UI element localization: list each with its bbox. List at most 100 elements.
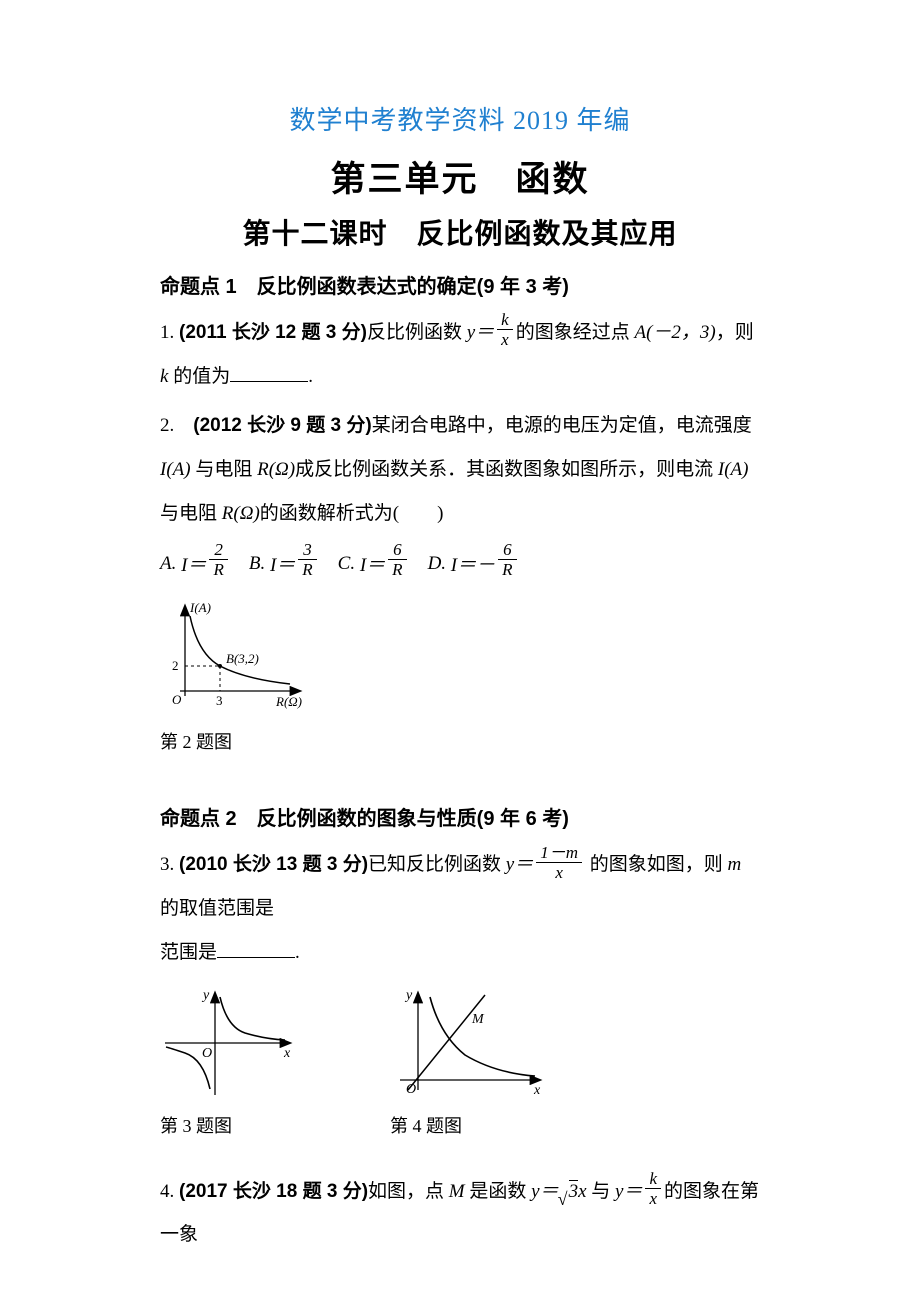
q2-RO: R(Ω) (257, 459, 295, 480)
q1-y-eq: y＝ (467, 322, 494, 343)
q4-M: M (471, 1012, 485, 1027)
option-A: A. I＝2R (160, 545, 231, 582)
q2-l1a: 某闭合电路中，电源的电压为定值，电流强度 (372, 415, 752, 436)
q2-number: 2. (160, 415, 193, 436)
q1-frac-den: x (497, 330, 513, 348)
q2-figure: I(A) R(Ω) B(3,2) 2 3 O 第 2 题图 (160, 596, 760, 754)
q2-graph: I(A) R(Ω) B(3,2) 2 3 O (160, 596, 310, 716)
q3-text-a: 已知反比例函数 (368, 854, 506, 875)
q3-source: (2010 长沙 13 题 3 分) (179, 854, 368, 875)
optB-den: R (298, 560, 316, 578)
optC-label: C (338, 553, 351, 575)
q3-figure: y x O 第 3 题图 (160, 985, 300, 1138)
q3-frac-den: x (536, 863, 582, 881)
figure-row-3-4: y x O 第 3 题图 M y x O 第 4 题图 (160, 985, 760, 1138)
q4-y-eq2: y＝ (615, 1181, 642, 1202)
question-1: 1. (2011 长沙 12 题 3 分)反比例函数 y＝kx的图象经过点 A(… (160, 311, 760, 398)
q2-l2b: 成反比例函数关系．其函数图象如图所示，则电流 (295, 459, 718, 480)
q3-caption: 第 3 题图 (160, 1112, 300, 1138)
q3-m: m (728, 854, 742, 875)
q1-text-d: 的值为 (168, 366, 230, 387)
option-D: D. I＝－6R (428, 545, 520, 582)
section-2-title: 命题点 2 反比例函数的图象与性质(9 年 6 考) (160, 802, 760, 831)
q2-l2a: 与电阻 (195, 459, 257, 480)
q3-y-eq: y＝ (506, 854, 533, 875)
optB-label: B (249, 553, 261, 575)
q1-source: (2011 长沙 12 题 3 分) (179, 322, 367, 343)
lesson-title: 第十二课时 反比例函数及其应用 (160, 212, 760, 252)
q4-graph: M y x O (390, 985, 550, 1100)
q4-xx: x (578, 1181, 586, 1202)
q2-xlabel: R(Ω) (275, 694, 302, 709)
q4-caption: 第 4 题图 (390, 1112, 550, 1138)
q3-blank (217, 939, 295, 958)
q2-IA: I(A) (160, 459, 191, 480)
q2-source: (2012 长沙 9 题 3 分) (193, 415, 371, 436)
q3-y: y (201, 988, 210, 1003)
option-C: C. I＝6R (338, 545, 410, 582)
compilation-header: 数学中考教学资料 2019 年编 (160, 100, 760, 137)
q4-source: (2017 长沙 18 题 3 分) (179, 1181, 368, 1202)
q3-text-c: 的取值范围是 (160, 898, 274, 919)
q1-text-b: 的图象经过点 (516, 322, 635, 343)
optB-num: 3 (298, 541, 316, 560)
q2-l3b: 的函数解析式为( ) (260, 503, 444, 524)
optC-den: R (388, 560, 406, 578)
q3-frac-num: 1－m (536, 844, 582, 863)
q3-x: x (283, 1046, 291, 1061)
q1-text-c: ，则 (716, 322, 754, 343)
q1-text-a: 反比例函数 (367, 322, 467, 343)
q2-origin: O (172, 692, 182, 707)
q4-and: 与 (587, 1181, 616, 1202)
q2-l2c: 与电阻 (160, 503, 217, 524)
q4-y-eq1: y＝ (531, 1181, 558, 1202)
optD-label: D (428, 553, 442, 575)
q2-xtick: 3 (216, 693, 223, 708)
unit-title: 第三单元 函数 (160, 151, 760, 202)
q1-blank (230, 363, 308, 382)
q3-number: 3. (160, 854, 179, 875)
q2-options: A. I＝2R B. I＝3R C. I＝6R D. I＝－6R (160, 545, 760, 582)
optA-label: A (160, 553, 172, 575)
q4-m: M (449, 1181, 465, 1202)
optA-num: 2 (209, 541, 227, 560)
q4-y: y (404, 988, 413, 1003)
q4-x: x (533, 1083, 541, 1098)
q2-ylabel: I(A) (189, 600, 211, 615)
optC-eq: I＝ (360, 550, 385, 577)
q2-pointlabel: B(3,2) (226, 651, 259, 666)
optD-eq: I＝－ (451, 550, 495, 577)
q4-origin: O (406, 1082, 416, 1097)
q1-frac-num: k (497, 311, 513, 330)
q3-period: . (295, 942, 300, 963)
question-4: 4. (2017 长沙 18 题 3 分)如图，点 M 是函数 y＝√3x 与 … (160, 1170, 760, 1257)
optA-den: R (209, 560, 227, 578)
q2-IA2: I(A) (718, 459, 749, 480)
q4-frac-den: x (645, 1189, 661, 1207)
q2-caption: 第 2 题图 (160, 728, 760, 754)
optD-num: 6 (498, 541, 516, 560)
q4-frac-num: k (645, 1170, 661, 1189)
section-1-title: 命题点 1 反比例函数表达式的确定(9 年 3 考) (160, 270, 760, 299)
q4-number: 4. (160, 1181, 179, 1202)
question-2: 2. (2012 长沙 9 题 3 分)某闭合电路中，电源的电压为定值，电流强度… (160, 404, 760, 535)
q4-text-b: 是函数 (465, 1181, 532, 1202)
q1-period: . (308, 366, 313, 387)
q1-number: 1. (160, 322, 179, 343)
q1-point: A(－2，3) (634, 322, 715, 343)
q3-graph: y x O (160, 985, 300, 1100)
optA-eq: I＝ (181, 550, 206, 577)
q3-fraction: 1－mx (536, 844, 582, 881)
q1-fraction: kx (497, 311, 513, 348)
q3-text-b: 的图象如图，则 (585, 854, 728, 875)
q2-l3a: R(Ω) (222, 503, 260, 524)
q3-origin: O (202, 1046, 212, 1061)
question-3: 3. (2010 长沙 13 题 3 分)已知反比例函数 y＝1－mx 的图象如… (160, 843, 760, 974)
optC-num: 6 (388, 541, 406, 560)
option-B: B. I＝3R (249, 545, 320, 582)
q4-figure: M y x O 第 4 题图 (390, 985, 550, 1138)
q4-fraction: kx (645, 1170, 661, 1207)
q4-sqrt-arg: 3 (569, 1180, 579, 1202)
q2-ytick: 2 (172, 658, 179, 673)
optB-eq: I＝ (270, 550, 295, 577)
